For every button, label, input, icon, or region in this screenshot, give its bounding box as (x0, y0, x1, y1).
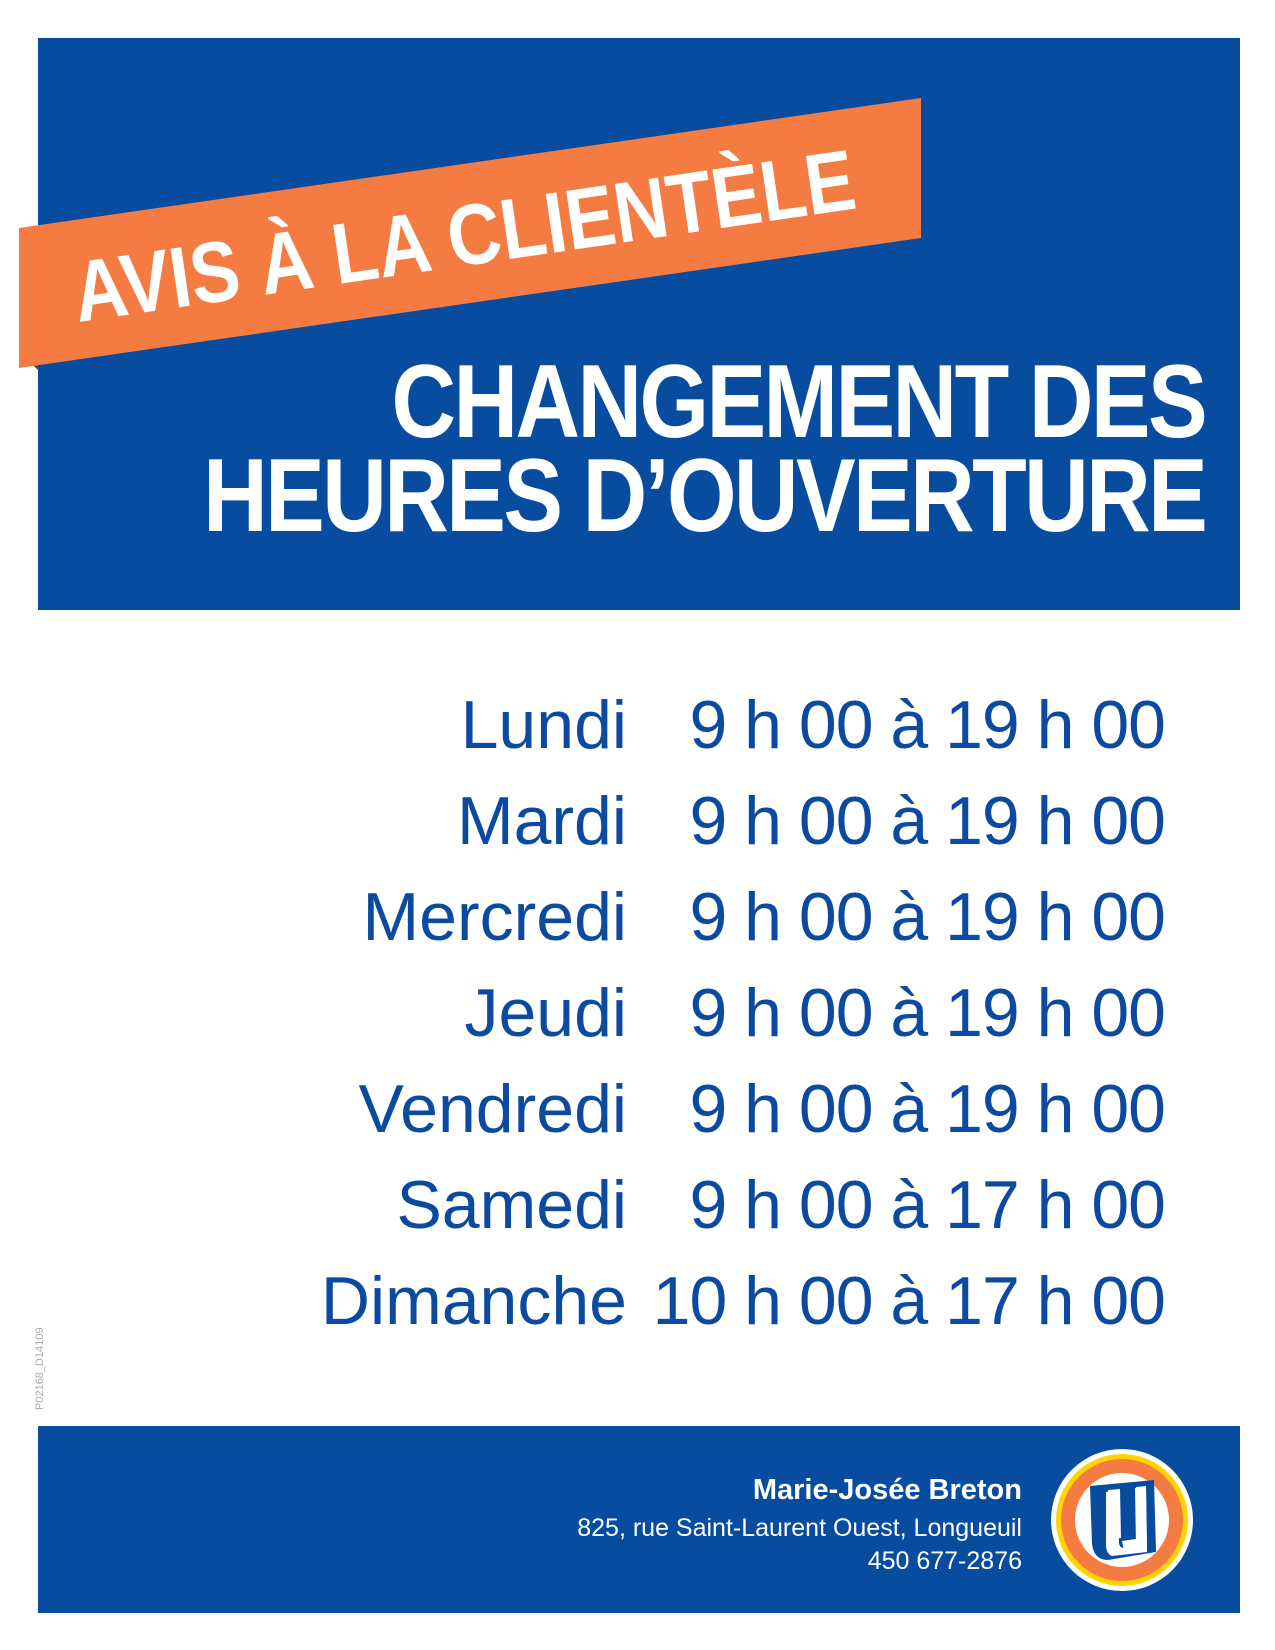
banner-label: AVIS À LA CLIENTÈLE (67, 131, 861, 340)
day-label: Vendredi (358, 1071, 627, 1147)
day-label: Dimanche (320, 1263, 627, 1339)
schedule-row: Samedi 9 h 00 à 17 h 00 (0, 1160, 1275, 1250)
hours-value: 9 h 00 à 19 h 00 (689, 687, 1166, 763)
hours-value: 9 h 00 à 19 h 00 (689, 1071, 1166, 1147)
banner-ribbon (19, 98, 921, 368)
schedule-row: Vendredi 9 h 00 à 19 h 00 (0, 1064, 1275, 1154)
schedule-row: Jeudi 9 h 00 à 19 h 00 (0, 968, 1275, 1058)
hours-value: 9 h 00 à 17 h 00 (689, 1167, 1166, 1243)
hours-value: 9 h 00 à 19 h 00 (689, 879, 1166, 955)
day-label: Mercredi (362, 879, 628, 955)
schedule-row: Lundi 9 h 00 à 19 h 00 (0, 680, 1275, 770)
hours-value: 9 h 00 à 19 h 00 (689, 975, 1166, 1051)
footer-panel: Marie-Josée Breton 825, rue Saint-Lauren… (38, 1426, 1240, 1613)
schedule-row: Mercredi 9 h 00 à 19 h 00 (0, 872, 1275, 962)
hours-value: 9 h 00 à 19 h 00 (689, 783, 1166, 859)
day-label: Mardi (456, 783, 627, 859)
owner-name: Marie-Josée Breton (752, 1474, 1022, 1506)
title-line-1: CHANGEMENT DES (391, 344, 1207, 460)
store-logo (1051, 1449, 1193, 1591)
day-label: Samedi (396, 1167, 627, 1243)
schedule-row: Mardi 9 h 00 à 19 h 00 (0, 776, 1275, 866)
day-label: Lundi (460, 687, 627, 763)
document-code: P02168_D14109 (34, 1327, 46, 1410)
day-label: Jeudi (464, 975, 627, 1051)
hours-value: 10 h 00 à 17 h 00 (652, 1263, 1166, 1339)
title-line-2: HEURES D’OUVERTURE (202, 438, 1208, 554)
schedule-row: Dimanche 10 h 00 à 17 h 00 (0, 1256, 1275, 1346)
store-phone: 450 677-2876 (867, 1547, 1022, 1575)
store-address: 825, rue Saint-Laurent Ouest, Longueuil (577, 1514, 1022, 1542)
notice-banner: AVIS À LA CLIENTÈLE (19, 98, 921, 370)
